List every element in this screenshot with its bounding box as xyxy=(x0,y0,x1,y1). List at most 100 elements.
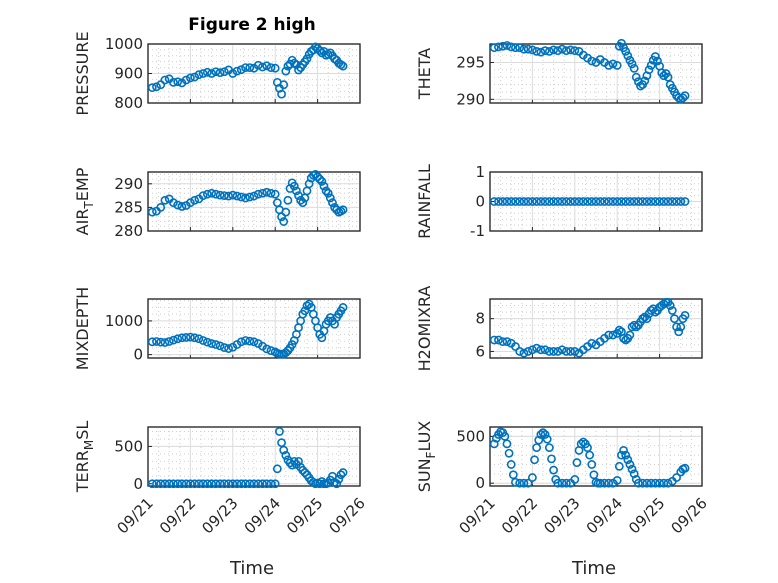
data-point xyxy=(281,450,291,460)
data-point xyxy=(169,198,178,208)
data-point xyxy=(642,314,652,324)
data-point xyxy=(544,46,554,56)
data-point xyxy=(228,479,238,489)
data-point xyxy=(219,343,229,352)
data-point xyxy=(631,72,641,82)
subplot-4: -1 0 1 RAINFALL xyxy=(415,163,703,240)
data-point xyxy=(185,198,195,208)
data-point xyxy=(245,192,255,202)
data-point xyxy=(519,348,529,358)
data-point xyxy=(164,479,174,489)
data-point xyxy=(266,479,276,489)
data-point xyxy=(198,69,208,78)
data-point xyxy=(334,474,344,484)
data-point xyxy=(332,205,342,215)
data-point xyxy=(164,337,174,346)
data-point xyxy=(515,478,525,488)
data-point xyxy=(547,454,556,464)
data-point xyxy=(502,439,512,449)
data-point xyxy=(506,197,516,206)
data-point xyxy=(323,188,333,198)
data-point xyxy=(570,197,580,206)
data-point xyxy=(202,337,212,347)
data-point xyxy=(281,66,291,76)
data-point xyxy=(504,448,514,458)
data-point xyxy=(536,47,546,57)
data-point xyxy=(538,428,548,438)
data-point xyxy=(629,63,639,73)
data-point xyxy=(156,479,166,489)
data-point xyxy=(672,197,681,206)
data-point xyxy=(325,193,335,203)
data-point xyxy=(494,335,503,345)
data-point xyxy=(678,93,688,103)
data-point xyxy=(156,337,166,347)
data-point xyxy=(587,460,597,469)
data-point xyxy=(676,322,686,332)
data-point xyxy=(561,46,571,56)
data-point xyxy=(147,479,157,489)
data-point xyxy=(338,468,348,477)
data-point xyxy=(228,190,238,200)
data-point xyxy=(506,460,516,469)
data-point xyxy=(680,197,690,206)
data-point xyxy=(519,197,529,206)
data-point xyxy=(291,186,301,196)
data-point xyxy=(224,191,233,201)
data-point xyxy=(249,337,259,347)
data-point xyxy=(511,477,520,487)
data-point xyxy=(228,69,238,78)
data-point xyxy=(215,190,225,200)
data-point xyxy=(655,197,664,206)
data-point xyxy=(530,455,539,465)
data-point xyxy=(540,46,550,56)
data-point xyxy=(224,344,233,353)
data-point xyxy=(190,333,200,343)
data-point xyxy=(211,340,221,349)
data-point xyxy=(241,479,250,489)
data-point xyxy=(160,338,170,347)
data-point xyxy=(321,186,331,196)
data-point xyxy=(540,345,550,355)
data-point xyxy=(623,455,633,465)
data-point xyxy=(169,77,178,87)
data-point xyxy=(241,193,250,203)
data-point xyxy=(177,333,187,343)
data-point xyxy=(600,478,609,488)
y-axis-label: MIXDEPTH xyxy=(73,287,92,370)
data-point xyxy=(245,336,255,346)
data-point xyxy=(561,197,571,206)
data-point xyxy=(202,479,212,489)
data-point xyxy=(638,478,648,488)
data-point xyxy=(508,470,518,480)
data-point xyxy=(270,479,280,489)
x-axis-label-right: Time xyxy=(571,558,616,579)
axes-frame xyxy=(489,43,703,104)
data-point xyxy=(617,197,626,206)
data-point xyxy=(498,197,508,206)
data-point xyxy=(266,188,276,198)
data-point xyxy=(574,197,584,206)
data-point xyxy=(502,41,512,50)
data-point xyxy=(194,70,204,80)
x-tick-label: 09/24 xyxy=(241,494,284,537)
data-point xyxy=(557,44,567,54)
y-axis-label: PRESSURE xyxy=(73,31,92,115)
data-point xyxy=(277,89,286,99)
x-tick-label: 09/23 xyxy=(198,494,241,537)
data-point xyxy=(604,478,614,488)
data-point xyxy=(549,347,558,356)
data-point xyxy=(608,197,618,206)
data-point xyxy=(262,479,272,489)
data-point xyxy=(338,205,348,215)
data-point xyxy=(528,197,537,206)
data-point xyxy=(338,303,348,312)
data-point xyxy=(625,330,635,340)
data-point xyxy=(553,46,563,56)
y-axis-label: TERRMSL xyxy=(73,421,96,494)
data-point xyxy=(638,314,648,324)
data-point xyxy=(169,335,178,345)
data-point xyxy=(670,314,679,324)
data-point xyxy=(241,336,250,345)
data-point xyxy=(232,191,242,201)
